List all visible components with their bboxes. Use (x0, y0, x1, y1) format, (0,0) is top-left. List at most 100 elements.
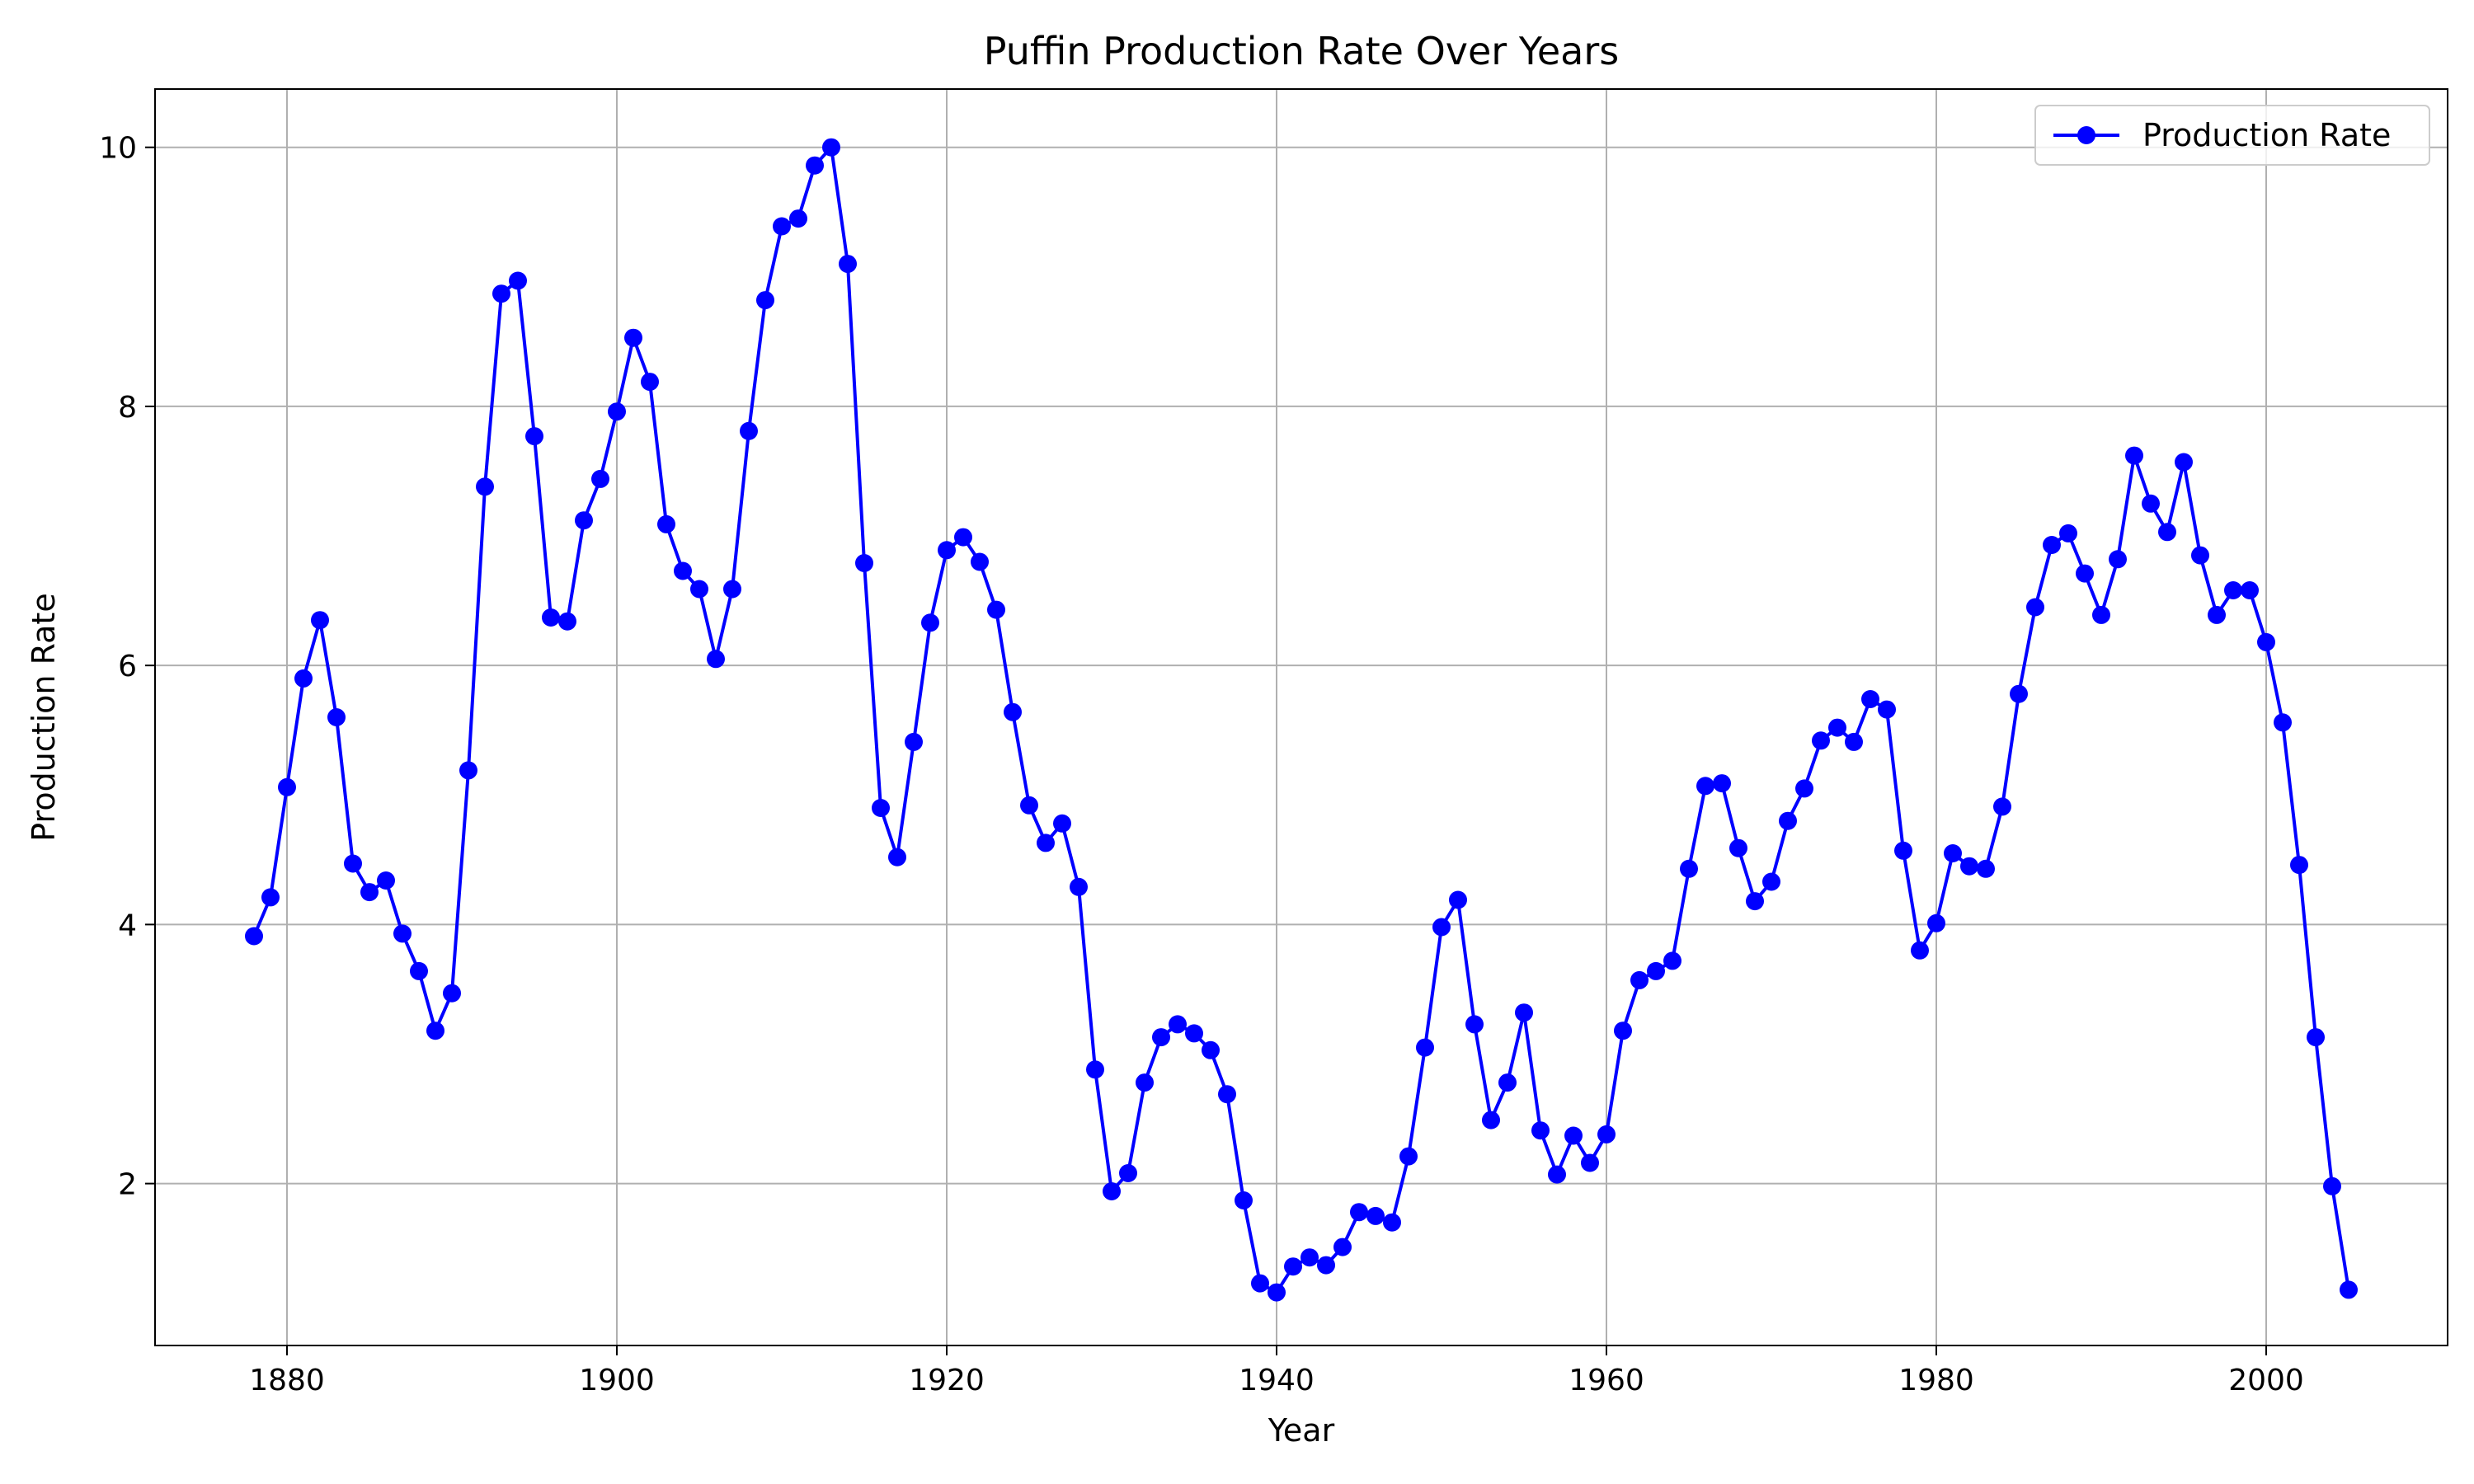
data-point (558, 612, 576, 631)
series-line (252, 145, 2350, 1294)
y-tick-label: 4 (118, 909, 137, 942)
data-point (839, 255, 857, 274)
data-point (1993, 797, 2011, 816)
data-point (872, 799, 890, 817)
data-point (2340, 1280, 2358, 1299)
data-point (1663, 951, 1681, 970)
data-point (1548, 1165, 1566, 1184)
data-point (2092, 605, 2110, 624)
x-tick-label: 1980 (1898, 1364, 1974, 1397)
data-point (2208, 605, 2226, 624)
data-point (327, 708, 346, 726)
data-point (1004, 702, 1022, 721)
x-tick-label: 1940 (1239, 1364, 1315, 1397)
axes-frame (154, 88, 2448, 1346)
data-point (2175, 453, 2193, 472)
data-point (476, 477, 494, 496)
data-point (1779, 811, 1797, 830)
legend: Production Rate (2034, 105, 2430, 166)
data-point (459, 761, 477, 780)
data-point (1647, 961, 1665, 980)
data-point (1713, 774, 1731, 793)
data-point (443, 984, 461, 1003)
y-tick-label: 6 (118, 650, 137, 683)
data-point (1845, 732, 1863, 751)
data-point (1416, 1038, 1434, 1057)
data-point (1894, 841, 1912, 860)
data-point (1152, 1028, 1170, 1047)
data-point (905, 732, 923, 751)
data-point (1333, 1237, 1352, 1256)
data-point (1399, 1147, 1418, 1166)
data-point (492, 284, 510, 303)
data-point (2043, 536, 2061, 554)
data-point (987, 600, 1005, 619)
data-point (1449, 890, 1467, 909)
data-point (1366, 1206, 1385, 1225)
data-point (690, 580, 708, 599)
data-point (2125, 446, 2143, 465)
data-point (1053, 814, 1071, 833)
data-point (707, 650, 725, 669)
y-tick-label: 10 (99, 132, 137, 166)
data-point (426, 1021, 444, 1040)
x-tick-label: 1920 (909, 1364, 985, 1397)
data-point (1597, 1125, 1616, 1144)
data-point (2241, 581, 2259, 599)
y-tick-label: 8 (118, 391, 137, 425)
x-tick-label: 2000 (2228, 1364, 2304, 1397)
data-point (1680, 859, 1698, 878)
data-point (2142, 494, 2160, 513)
data-point (1350, 1203, 1368, 1222)
data-point (410, 961, 428, 980)
data-point (1185, 1024, 1203, 1043)
data-point (938, 541, 956, 560)
data-point (1202, 1040, 1220, 1059)
data-point (1136, 1073, 1154, 1092)
ticks: 1880 1900 1920 1940 1960 1980 2000 2 4 6 8 10 (99, 132, 2304, 1397)
data-point (1911, 941, 1929, 960)
data-point (1746, 892, 1764, 911)
data-point (278, 777, 296, 796)
data-point (1729, 838, 1747, 857)
data-point (822, 138, 840, 157)
data-point (608, 402, 626, 421)
data-point (888, 848, 906, 866)
data-point (1482, 1111, 1500, 1129)
data-point (2010, 684, 2028, 703)
data-point (1944, 844, 1962, 862)
data-point (2158, 523, 2176, 542)
data-point (954, 528, 972, 547)
data-point (723, 580, 741, 599)
data-point (740, 421, 758, 440)
data-point (294, 669, 313, 688)
data-point (1218, 1085, 1236, 1104)
data-point (2307, 1028, 2325, 1047)
data-point (1020, 796, 1038, 815)
data-point (1070, 877, 1088, 896)
data-point (657, 514, 675, 533)
data-point (1564, 1126, 1583, 1145)
data-point (971, 552, 989, 571)
grid (155, 89, 2448, 1345)
data-point (1119, 1164, 1137, 1182)
data-point (1235, 1191, 1253, 1209)
data-point (1927, 913, 1945, 932)
data-point (1251, 1274, 1269, 1293)
data-point (525, 427, 543, 446)
data-point (2257, 632, 2275, 651)
data-point (1861, 690, 1879, 708)
data-point (855, 554, 873, 572)
legend-marker (2077, 126, 2095, 144)
data-point (1465, 1015, 1484, 1034)
y-tick-label: 2 (118, 1168, 137, 1202)
data-point (1317, 1256, 1335, 1275)
data-point (1300, 1248, 1319, 1267)
data-point (1515, 1003, 1533, 1022)
data-point (1762, 872, 1780, 891)
data-point (1284, 1257, 1302, 1276)
legend-box (2034, 105, 2430, 166)
data-point (1103, 1182, 1121, 1200)
